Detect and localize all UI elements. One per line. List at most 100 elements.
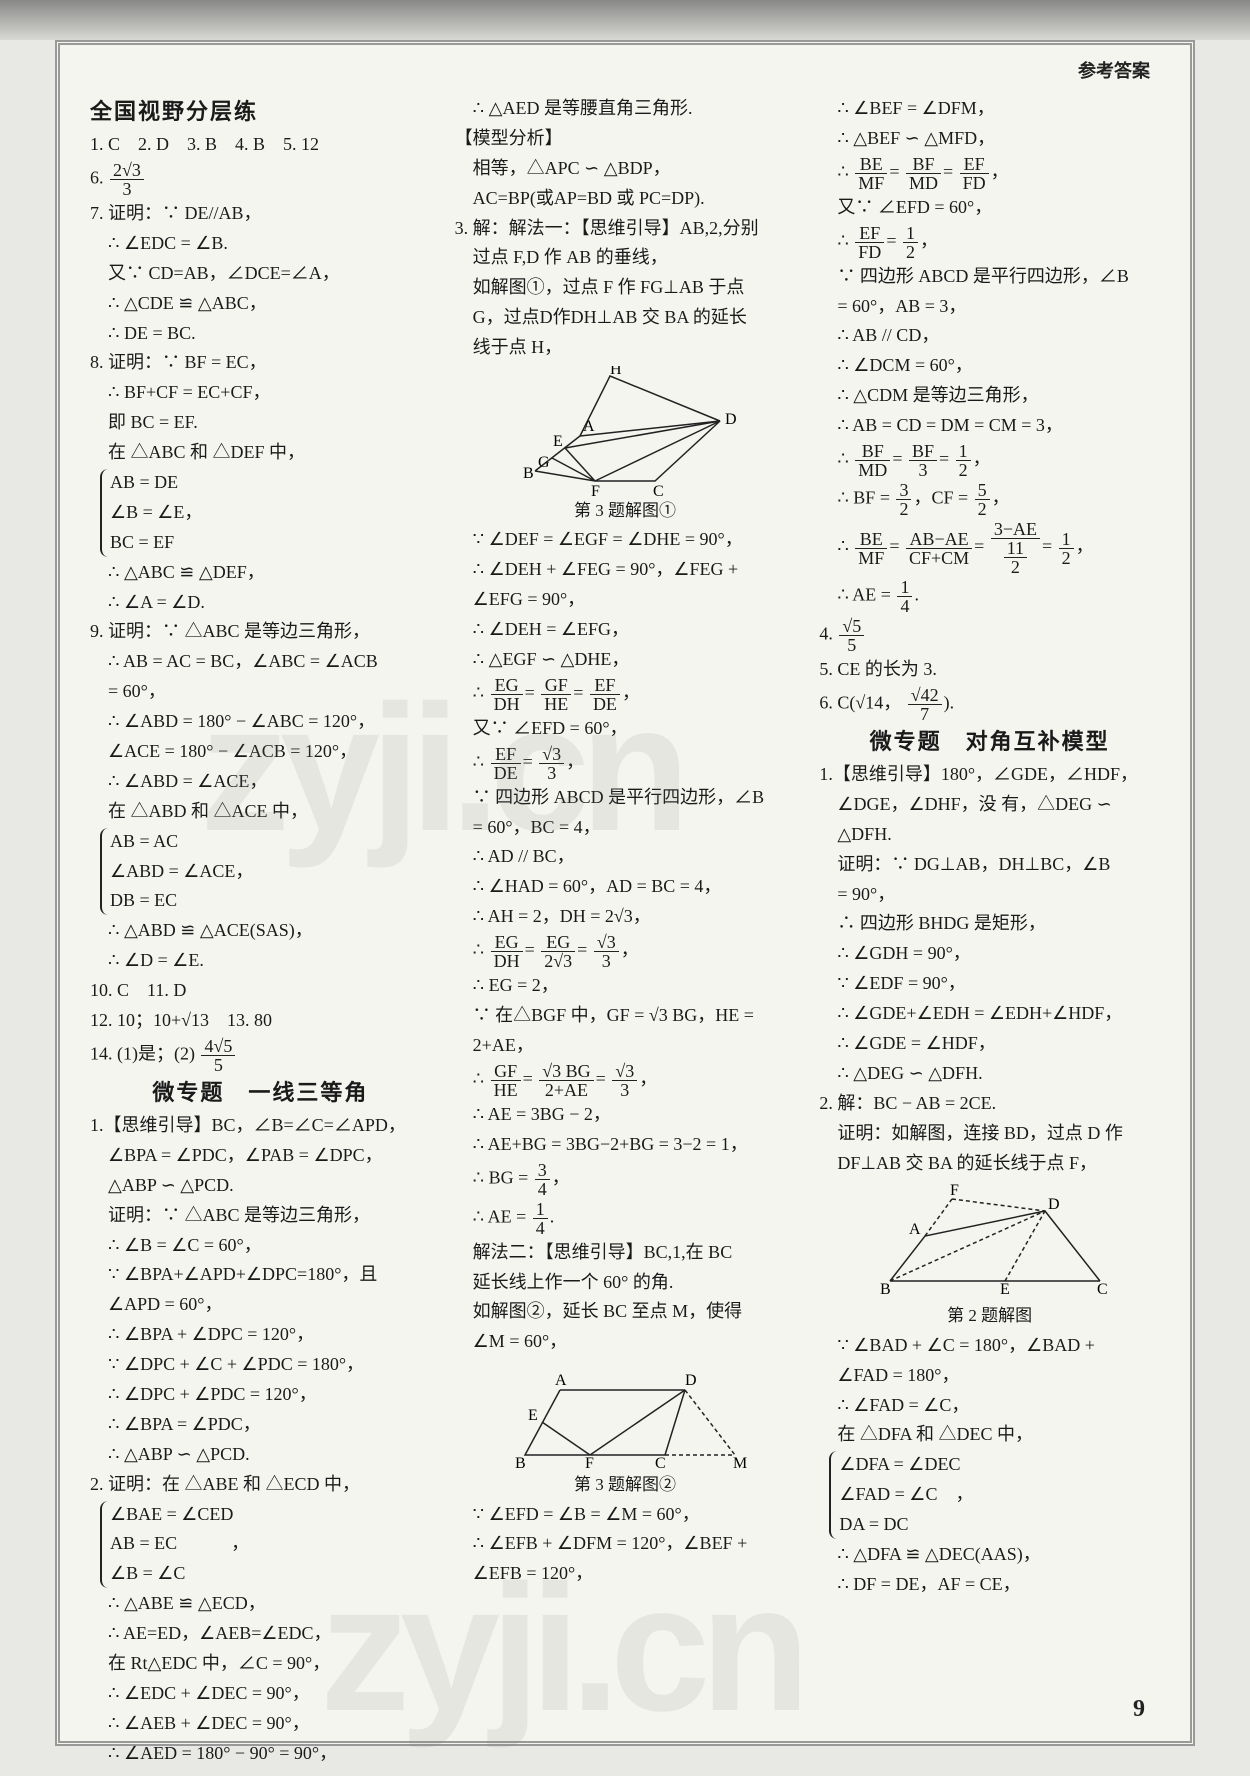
c3-l14: ∴ AE = 14. <box>819 578 1160 615</box>
c3-m6: ∴ ∠GDH = 90°， <box>819 940 1160 968</box>
c3-l1: ∴ ∠BEF = ∠DFM， <box>819 95 1160 123</box>
c1-m10: ∴ ∠DPC + ∠PDC = 120°， <box>90 1381 431 1409</box>
c2-l22: ∴ EGDH= EG2√3= √33， <box>455 933 796 970</box>
c1-m4: 证明：∵ △ABC 是等边三角形， <box>90 1202 431 1230</box>
c3-l16: 5. CE 的长为 3. <box>819 656 1160 684</box>
c2-l11: ∴ ∠DEH + ∠FEG = 90°，∠FEG + <box>455 556 796 584</box>
c1-l3: 7. 证明：∵ DE//AB， <box>90 200 431 228</box>
c2-l34: ∴ ∠EFB + ∠DFM = 120°，∠BEF + <box>455 1530 796 1558</box>
c3-l13: ∴ BEMF= AB−AECF+CM= 3−AE112= 12， <box>819 520 1160 576</box>
c1-l12: ∴ △ABC ≌ △DEF， <box>90 559 431 587</box>
section-title-micro2: 微专题 对角互补模型 <box>819 725 1160 759</box>
c3-l8: ∴ ∠DCM = 60°， <box>819 352 1160 380</box>
c1-l9: ∴ BF+CF = EC+CF， <box>90 379 431 407</box>
c2-l15: ∴ EGDH= GFHE= EFDE， <box>455 676 796 713</box>
c1-l5: 又∵ CD=AB，∠DCE=∠A， <box>90 260 431 288</box>
svg-text:B: B <box>880 1281 891 1298</box>
c3-l17: 6. C(√14， √427). <box>819 686 1160 723</box>
svg-text:E: E <box>528 1407 538 1424</box>
c1-m9: ∵ ∠DPC + ∠C + ∠PDC = 180°， <box>90 1351 431 1379</box>
c3-l6: ∵ 四边形 ABCD 是平行四边形，∠B <box>819 263 1160 291</box>
c3-m7: ∵ ∠EDF = 90°， <box>819 970 1160 998</box>
c2-l32: ∠M = 60°， <box>455 1328 796 1356</box>
c2-l4: AC=BP(或AP=BD 或 PC=DP). <box>455 185 796 213</box>
svg-text:A: A <box>909 1221 921 1238</box>
c1-m19: ∴ ∠AED = 180° − 90° = 90°， <box>90 1740 431 1768</box>
c1-l8: 8. 证明：∵ BF = EC， <box>90 349 431 377</box>
c1-m12: ∴ △ABP ∽ △PCD. <box>90 1441 431 1469</box>
c3-m12: 证明：如解图，连接 BD，过点 D 作 <box>819 1120 1160 1148</box>
c1-l15: ∴ AB = AC = BC，∠ABC = ∠ACB <box>90 648 431 676</box>
c2-l24b: 2+AE， <box>455 1032 796 1060</box>
c3-m19: ∴ DF = DE，AF = CE， <box>819 1571 1160 1599</box>
page-number: 9 <box>1133 1696 1145 1723</box>
c2-l6: 过点 F,D 作 AB 的垂线， <box>455 244 796 272</box>
column-3: ∴ ∠BEF = ∠DFM， ∴ △BEF ∽ △MFD， ∴ BEMF= BF… <box>819 95 1160 1716</box>
svg-text:B: B <box>523 465 534 482</box>
c2-l21: ∴ AH = 2，DH = 2√3， <box>455 903 796 931</box>
c2-l19: ∴ AD // BC， <box>455 843 796 871</box>
c1-l11: 在 △ABC 和 △DEF 中， <box>90 439 431 467</box>
section-title-national: 全国视野分层练 <box>90 95 431 129</box>
svg-text:D: D <box>1048 1196 1060 1213</box>
c2-l7: 如解图①，过点 F 作 FG⊥AB 于点 <box>455 274 796 302</box>
c3-m11: 2. 解：BC − AB = 2CE. <box>819 1090 1160 1118</box>
c1-l14: 9. 证明：∵ △ABC 是等边三角形， <box>90 618 431 646</box>
c1-m3: △ABP ∽ △PCD. <box>90 1172 431 1200</box>
svg-text:C: C <box>655 1455 666 1470</box>
c1-m8: ∴ ∠BPA + ∠DPC = 120°， <box>90 1321 431 1349</box>
c1-l1: 1. C 2. D 3. B 4. B 5. 12 <box>90 131 431 159</box>
c1-l2: 6. 2√33 <box>90 161 431 198</box>
c3-m14: ∵ ∠BAD + ∠C = 180°，∠BAD + <box>819 1332 1160 1360</box>
c3-m18: ∴ △DFA ≌ △DEC(AAS)， <box>819 1541 1160 1569</box>
fig1-caption: 第 3 题解图① <box>455 498 796 524</box>
c1-brace3: ∠BAE = ∠CEDAB = EC ，∠B = ∠C <box>100 1501 431 1589</box>
c2-l14: ∴ △EGF ∽ △DHE， <box>455 646 796 674</box>
c1-m5: ∴ ∠B = ∠C = 60°， <box>90 1232 431 1260</box>
fig2-caption: 第 3 题解图② <box>455 1472 796 1498</box>
c1-l15b: = 60°， <box>90 678 431 706</box>
c1-l13: ∴ ∠A = ∠D. <box>90 589 431 617</box>
c1-l22: 10. C 11. D <box>90 977 431 1005</box>
c2-l33: ∵ ∠EFD = ∠B = ∠M = 60°， <box>455 1501 796 1529</box>
c3-m3: △DFH. <box>819 821 1160 849</box>
svg-text:B: B <box>515 1455 526 1470</box>
c3-m4b: = 90°， <box>819 881 1160 909</box>
c1-l20: ∴ △ABD ≌ △ACE(SAS)， <box>90 917 431 945</box>
c2-l27: ∴ AE+BG = 3BG−2+BG = 3−2 = 1， <box>455 1131 796 1159</box>
c3-l5: ∴ EFFD= 12， <box>819 224 1160 261</box>
c1-m17: ∴ ∠EDC + ∠DEC = 90°， <box>90 1680 431 1708</box>
svg-text:C: C <box>653 483 664 496</box>
svg-text:F: F <box>950 1182 959 1199</box>
c2-l2: 【模型分析】 <box>455 125 796 153</box>
c3-l2: ∴ △BEF ∽ △MFD， <box>819 125 1160 153</box>
c3-m16: ∴ ∠FAD = ∠C， <box>819 1392 1160 1420</box>
c3-m4: 证明：∵ DG⊥AB，DH⊥BC，∠B <box>819 851 1160 879</box>
svg-text:A: A <box>555 1372 567 1389</box>
svg-text:F: F <box>585 1455 594 1470</box>
c3-m17: 在 △DFA 和 △DEC 中， <box>819 1421 1160 1449</box>
c1-m16: 在 Rt△EDC 中，∠C = 90°， <box>90 1650 431 1678</box>
c2-l12: ∠EFG = 90°， <box>455 586 796 614</box>
figure-1: H A D E G B F C <box>505 366 745 496</box>
column-1: 全国视野分层练 1. C 2. D 3. B 4. B 5. 12 6. 2√3… <box>90 95 431 1716</box>
c3-m5: ∴ 四边形 BHDG 是矩形， <box>819 910 1160 938</box>
c1-l10: 即 BC = EF. <box>90 409 431 437</box>
svg-text:F: F <box>591 483 600 496</box>
column-2: ∴ △AED 是等腰直角三角形. 【模型分析】 相等，△APC ∽ △BDP， … <box>455 95 796 1716</box>
c3-l11: ∴ BFMD= BF3= 12， <box>819 442 1160 479</box>
c2-l18b: = 60°，BC = 4， <box>455 814 796 842</box>
c3-m15: ∠FAD = 180°， <box>819 1362 1160 1390</box>
svg-text:C: C <box>1097 1281 1108 1298</box>
c1-m15: ∴ AE=ED，∠AEB=∠EDC， <box>90 1620 431 1648</box>
c1-m14: ∴ △ABE ≌ △ECD， <box>90 1590 431 1618</box>
figure-3: F A D B E C <box>865 1181 1115 1301</box>
c2-l8: G，过点D作DH⊥AB 交 BA 的延长 <box>455 304 796 332</box>
c2-l1: ∴ △AED 是等腰直角三角形. <box>455 95 796 123</box>
fig3-caption: 第 2 题解图 <box>819 1303 1160 1329</box>
c3-m9: ∴ ∠GDE = ∠HDF， <box>819 1030 1160 1058</box>
c2-l13: ∴ ∠DEH = ∠EFG， <box>455 616 796 644</box>
c1-l23: 12. 10；10+√13 13. 80 <box>90 1007 431 1035</box>
c1-m6: ∵ ∠BPA+∠APD+∠DPC=180°，且 <box>90 1261 431 1289</box>
c1-m1: 1.【思维引导】BC，∠B=∠C=∠APD， <box>90 1112 431 1140</box>
